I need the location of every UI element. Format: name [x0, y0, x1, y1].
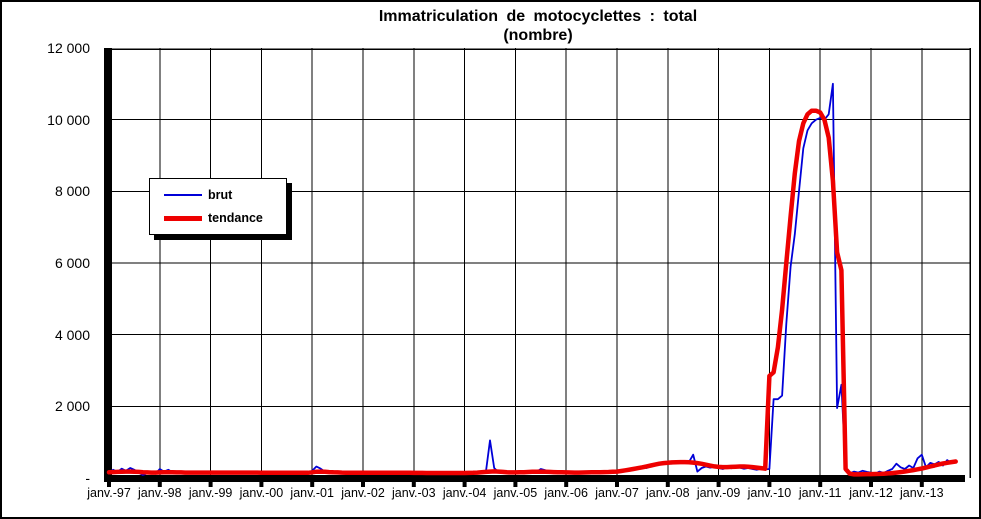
x-axis-label: janv.-06 [544, 486, 588, 500]
legend-label-tendance: tendance [208, 211, 263, 225]
x-tick [361, 482, 365, 487]
x-tick [310, 482, 315, 487]
x-axis-label: janv.-09 [696, 486, 741, 500]
x-axis-label: janv.-08 [646, 486, 690, 500]
legend-label-brut: brut [208, 188, 233, 202]
x-tick [208, 482, 213, 487]
x-axis-label: janv.-01 [290, 486, 334, 500]
x-axis-label: janv.-98 [138, 486, 182, 500]
x-axis-label: janv.-11 [798, 486, 842, 500]
chart-title: Immatriculation de motocyclettes : total… [105, 7, 971, 45]
x-axis-line [104, 475, 965, 482]
y-axis-label: 6 000 [54, 255, 90, 271]
x-axis-label: janv.-13 [900, 486, 944, 500]
x-tick [869, 482, 873, 487]
y-axis-label: 4 000 [54, 326, 90, 343]
plot-svg [104, 48, 971, 487]
x-tick [107, 482, 111, 487]
x-axis-label: janv.-07 [595, 486, 639, 500]
series-line-tendance [106, 108, 958, 477]
legend-item-brut: brut [164, 188, 286, 202]
chart-title-line1: Immatriculation de motocyclettes : total [378, 8, 698, 25]
y-axis-label: 8 000 [54, 183, 90, 200]
plot-area [104, 48, 971, 497]
x-axis-label: janv.-10 [747, 486, 792, 500]
x-tick [513, 482, 518, 487]
x-axis-label: janv.-02 [341, 486, 385, 500]
x-axis-label: janv.-05 [493, 486, 538, 500]
x-tick [564, 482, 569, 487]
x-tick [259, 482, 264, 487]
y-axis-label: 10 000 [47, 111, 90, 128]
x-tick [665, 482, 670, 487]
x-tick [919, 482, 924, 487]
x-tick [615, 482, 619, 487]
y-axis-line [104, 48, 112, 482]
x-axis-label: janv.-00 [239, 486, 284, 500]
y-axis-label: 12 000 [47, 40, 90, 56]
legend-box: brut tendance [149, 178, 287, 235]
x-tick [767, 482, 772, 487]
x-axis-label: janv.-04 [442, 486, 487, 500]
brut-line-swatch [164, 194, 202, 196]
x-tick [462, 482, 467, 487]
y-axis-label: 2 000 [54, 398, 90, 415]
x-tick [716, 482, 721, 487]
x-axis-label: janv.-99 [188, 486, 233, 500]
legend-item-tendance: tendance [164, 211, 286, 225]
chart-title-line2: (nombre) [503, 27, 573, 44]
x-tick [411, 482, 416, 487]
x-tick [157, 482, 162, 487]
x-axis-label: janv.-97 [87, 486, 131, 500]
x-tick [818, 482, 823, 487]
x-axis-label: janv.-03 [392, 486, 436, 500]
tendance-line-swatch [164, 215, 202, 221]
y-axis-label: - [85, 470, 90, 487]
x-axis-label: janv.-12 [849, 486, 893, 500]
